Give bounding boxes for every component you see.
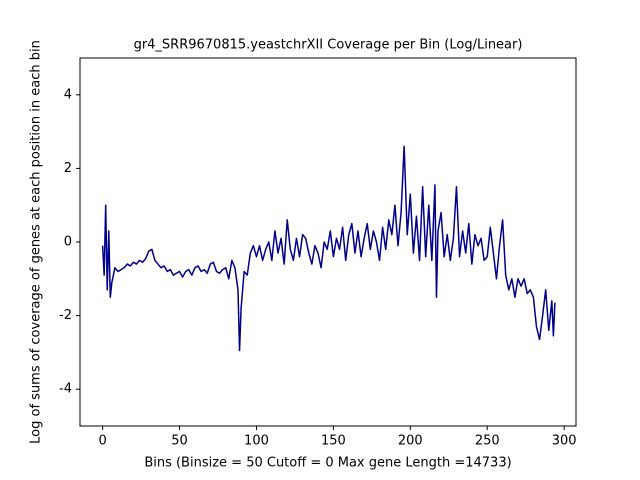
x-tick-label: 150 [321, 434, 346, 449]
x-tick-label: 250 [475, 434, 500, 449]
x-tick-label: 100 [244, 434, 269, 449]
x-tick-label: 50 [171, 434, 188, 449]
plot-frame [79, 57, 577, 427]
y-tick-label: 0 [64, 235, 72, 250]
x-tick-label: 0 [98, 434, 106, 449]
y-tick-label: -2 [59, 308, 72, 323]
y-tick-label: -4 [59, 382, 72, 397]
y-axis-label: Log of sums of coverage of genes at each… [29, 40, 44, 444]
y-tick-label: 2 [64, 161, 72, 176]
x-tick-label: 200 [398, 434, 423, 449]
x-axis-label: Bins (Binsize = 50 Cutoff = 0 Max gene L… [144, 456, 511, 471]
chart-title: gr4_SRR9670815.yeastchrXII Coverage per … [134, 38, 523, 53]
x-tick-label: 300 [552, 434, 577, 449]
y-tick-label: 4 [64, 87, 72, 102]
data-line [101, 145, 556, 352]
